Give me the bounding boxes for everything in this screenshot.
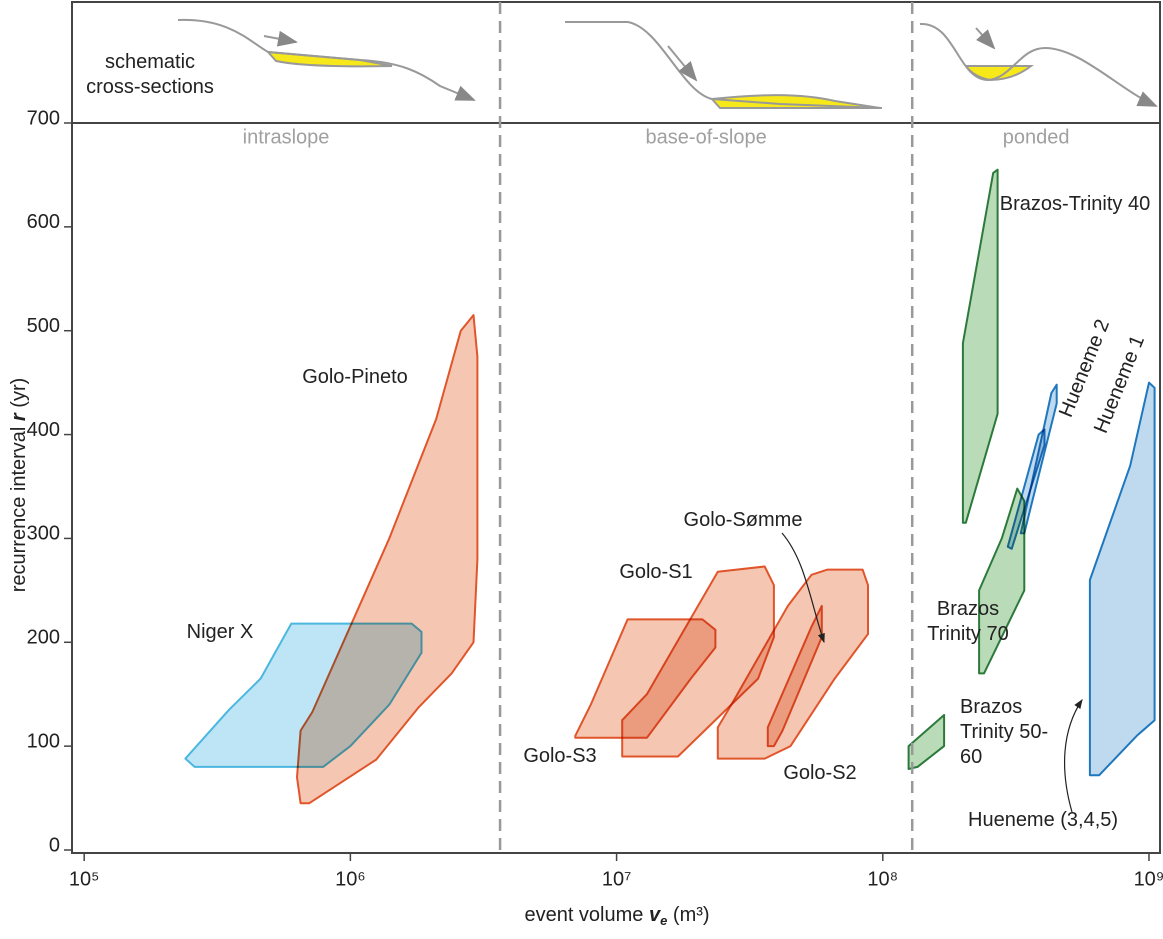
y-tick-label: 600: [27, 211, 60, 233]
series-label: Golo-S1: [606, 560, 706, 585]
zone-label: base-of-slope: [646, 126, 767, 148]
series-label: Golo-Pineto: [290, 365, 420, 390]
flow-arrow: [264, 36, 296, 42]
y-tick-label: 700: [27, 107, 60, 129]
data-region: [1090, 383, 1155, 776]
x-tick-label: 10⁷: [602, 868, 631, 890]
y-tick-label: 500: [27, 315, 60, 337]
y-tick-label: 100: [27, 730, 60, 752]
x-label-unit: (m³): [673, 904, 710, 926]
series-label: Brazos Trinity 70: [922, 597, 1014, 647]
series-label: Golo-Sømme: [683, 508, 803, 533]
data-region: [909, 715, 945, 769]
flow-arrow: [976, 28, 994, 48]
profile: [920, 24, 1156, 106]
schematic-label: schematic cross-sections: [85, 50, 215, 100]
series-label: Brazos-Trinity 40: [995, 192, 1155, 217]
x-tick-label: 10⁵: [69, 868, 100, 890]
x-axis-label: event volume ve (m³): [524, 904, 709, 932]
series-label: Brazos Trinity 50-60: [960, 695, 1050, 770]
zone-label: intraslope: [243, 126, 330, 148]
y-tick-label: 200: [27, 627, 60, 649]
y-tick-label: 0: [49, 834, 60, 856]
x-tick-label: 10⁸: [867, 868, 898, 890]
x-label-text: event volume: [524, 904, 643, 926]
series-label: Hueneme (3,4,5): [968, 808, 1148, 833]
x-tick-label: 10⁶: [335, 868, 365, 890]
annotation-arrow: [1065, 700, 1082, 812]
y-tick-label: 300: [27, 523, 60, 545]
data-region: [963, 170, 998, 523]
data-region: [1021, 385, 1057, 534]
x-tick-label: 10⁹: [1134, 868, 1163, 890]
x-label-sub: e: [660, 913, 667, 928]
series-label: Niger X: [175, 620, 265, 645]
y-label-text: recurrence interval: [8, 427, 30, 593]
zone-label: ponded: [1003, 126, 1070, 148]
chart: recurrence interval r (yr) event volume …: [0, 0, 1163, 939]
series-label: Golo-S2: [765, 761, 875, 786]
profile: [565, 22, 882, 108]
y-axis-label: recurrence interval r (yr): [8, 378, 30, 593]
schematics: [178, 20, 1156, 108]
y-label-unit: (yr): [8, 378, 30, 408]
series-label: Golo-S3: [505, 744, 615, 769]
page: recurrence interval r (yr) event volume …: [0, 0, 1163, 939]
y-tick-label: 400: [27, 419, 60, 441]
